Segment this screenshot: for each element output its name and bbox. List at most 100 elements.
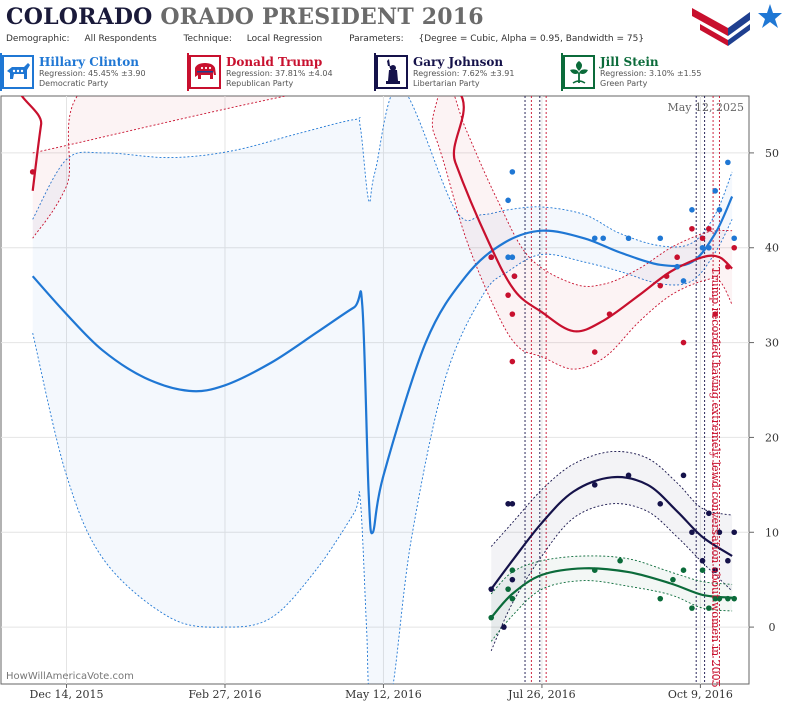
candidate-party: Democratic Party: [39, 79, 109, 88]
x-axis: Dec 14, 2015 Feb 27, 2016 May 12, 2016 Jul …: [30, 684, 733, 701]
candidate-regression: Regression: 7.62% ±3.91: [413, 69, 515, 78]
poll-point: [591, 567, 598, 573]
poll-point: [657, 282, 664, 289]
poll-point: [617, 557, 623, 564]
candidate-name: Hillary Clinton: [39, 55, 139, 69]
chart-date-label: May 12, 2025: [667, 101, 744, 114]
x-tick-label: Feb 27, 2016: [188, 688, 261, 701]
poll-point: [680, 472, 687, 479]
poll-point: [509, 567, 516, 573]
poll-point: [663, 273, 670, 279]
donkey-icon: [2, 55, 34, 89]
candidate-legend: Hillary Clinton Regression: 45.45% ±3.90…: [0, 53, 789, 93]
candidate-regression: Regression: 45.45% ±3.90: [39, 69, 146, 78]
poll-point: [488, 254, 495, 261]
poll-chart: 0 10 20 30 40 50 Dec 14, 2015 Feb 27, 2016 May …: [0, 95, 779, 701]
y-tick-label: 0: [769, 621, 776, 634]
poll-point: [591, 235, 598, 242]
chart-title: COLORADO ORADO PRESIDENT 2016: [6, 4, 484, 30]
poll-point: [488, 614, 495, 621]
legend-item-stein[interactable]: Jill Stein Regression: 3.10% ±1.55 Green…: [561, 53, 746, 91]
poll-points: [29, 159, 738, 630]
poll-point: [706, 225, 712, 232]
watermark-text: HowWillAmericaVote.com: [6, 671, 134, 682]
x-tick-label: May 12, 2016: [345, 688, 422, 701]
elephant-icon: [189, 55, 221, 89]
poll-point: [706, 244, 712, 251]
poll-point: [712, 567, 718, 573]
regression-line: [490, 567, 733, 619]
poll-point: [680, 567, 687, 573]
candidate-party: Libertarian Party: [413, 79, 480, 88]
poll-point: [674, 263, 680, 270]
poll-point: [509, 576, 516, 583]
poll-point: [725, 263, 731, 270]
legend-item-clinton[interactable]: Hillary Clinton Regression: 45.45% ±3.90…: [0, 53, 185, 91]
poll-point: [657, 595, 664, 602]
poll-point: [505, 197, 511, 204]
band-lower-line: [490, 580, 733, 642]
poll-point: [725, 159, 731, 166]
poll-point: [706, 605, 712, 611]
poll-point: [509, 169, 516, 175]
poll-point: [699, 244, 706, 251]
grid-lines: [1, 96, 749, 684]
poll-point: [699, 235, 706, 242]
chart-parameters: Demographic: All Respondents Technique: …: [6, 34, 668, 44]
chart-header: COLORADO ORADO PRESIDENT 2016 Demographi…: [0, 0, 789, 95]
poll-point: [716, 529, 723, 536]
poll-point: [509, 595, 516, 602]
band-upper-line: [490, 450, 733, 547]
poll-point: [731, 235, 738, 242]
poll-point: [509, 311, 516, 317]
poll-point: [509, 358, 516, 365]
poll-point: [657, 501, 664, 507]
parameters-value: {Degree = Cubic, Alpha = 0.95, Bandwidth…: [418, 34, 645, 44]
poll-point: [716, 207, 723, 213]
poll-point: [731, 244, 738, 251]
poll-point: [509, 501, 516, 507]
confidence-band: [491, 451, 733, 651]
poll-point: [699, 567, 706, 573]
confidence-band: [32, 96, 733, 370]
technique-value: Local Regression: [246, 34, 323, 44]
candidate-name: Jill Stein: [600, 55, 659, 69]
technique-label: Technique:: [183, 34, 232, 44]
poll-point: [689, 225, 695, 232]
poll-point: [725, 595, 731, 602]
poll-point: [725, 557, 731, 564]
poll-point: [591, 349, 598, 355]
legend-item-trump[interactable]: Donald Trump Regression: 37.81% ±4.04 Re…: [187, 53, 372, 91]
poll-point: [505, 501, 511, 507]
poll-point: [680, 278, 687, 284]
candidate-name: Gary Johnson: [413, 55, 504, 69]
x-tick-label: Jul 26, 2016: [507, 688, 576, 701]
legend-item-johnson[interactable]: Gary Johnson Regression: 7.62% ±3.91 Lib…: [374, 53, 559, 91]
y-tick-label: 50: [765, 147, 779, 160]
title-race: ORADO PRESIDENT 2016: [160, 4, 484, 30]
x-tick-label: Dec 14, 2015: [30, 688, 104, 701]
site-logo-icon: [692, 4, 782, 46]
poll-point: [501, 624, 507, 630]
poll-point: [625, 235, 632, 242]
poll-point: [689, 529, 695, 536]
poll-point: [712, 595, 718, 602]
y-axis: 0 10 20 30 40 50: [749, 147, 779, 634]
poll-point: [600, 235, 607, 242]
poll-point: [674, 254, 680, 261]
regression-line: [31, 196, 734, 535]
poll-point: [488, 586, 495, 592]
poll-point: [689, 605, 695, 611]
candidate-party: Green Party: [600, 79, 648, 88]
event-annotation: Trump recorded having extremely lewd con…: [709, 267, 722, 688]
y-tick-label: 10: [765, 526, 779, 539]
poll-point: [505, 586, 511, 592]
x-tick-label: Oct 9, 2016: [668, 688, 733, 701]
poll-point: [680, 339, 687, 346]
candidate-regression: Regression: 37.81% ±4.04: [226, 69, 333, 78]
poll-point: [731, 595, 738, 602]
candidate-name: Donald Trump: [226, 55, 323, 69]
event-lines: [524, 96, 720, 684]
regression-line: [490, 475, 733, 590]
poll-point: [505, 292, 511, 298]
